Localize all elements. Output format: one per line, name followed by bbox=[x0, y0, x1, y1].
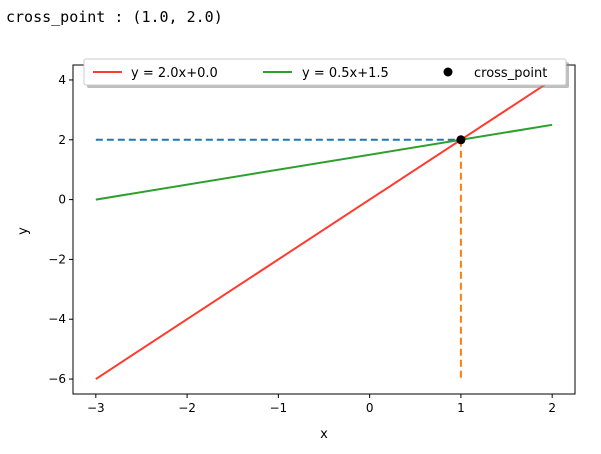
series-line-1 bbox=[95, 79, 553, 380]
y-tick-label: −2 bbox=[48, 252, 66, 266]
x-tick-label: −3 bbox=[87, 401, 105, 415]
x-tick-label: 1 bbox=[457, 401, 465, 415]
legend-label-cross-point: cross_point bbox=[474, 66, 547, 81]
legend-box bbox=[83, 58, 567, 86]
x-axis-ticks: −3 −2 −1 0 1 2 bbox=[87, 394, 556, 415]
console-output: cross_point : (1.0, 2.0) bbox=[6, 8, 223, 26]
legend: y = 2.0x+0.0 y = 0.5x+1.5 cross_point bbox=[83, 58, 569, 88]
x-axis-label: x bbox=[320, 427, 328, 442]
series-line-2 bbox=[95, 123, 553, 201]
legend-label-line-1: y = 2.0x+0.0 bbox=[131, 66, 218, 81]
cross-point-marker bbox=[456, 135, 466, 145]
guide-lines bbox=[95, 138, 462, 380]
x-tick-label: 0 bbox=[366, 401, 374, 415]
cross-point-markers bbox=[456, 135, 466, 145]
x-tick-label: −1 bbox=[270, 401, 288, 415]
y-tick-label: −4 bbox=[48, 312, 66, 326]
y-axis-label: y bbox=[16, 227, 31, 235]
y-tick-label: 2 bbox=[58, 133, 66, 147]
legend-label-line-2: y = 0.5x+1.5 bbox=[302, 66, 389, 81]
legend-swatch-cross-point bbox=[443, 67, 453, 77]
x-tick-label: 2 bbox=[548, 401, 556, 415]
y-tick-label: 4 bbox=[58, 73, 66, 87]
series-lines bbox=[95, 79, 553, 380]
y-tick-label: 0 bbox=[58, 193, 66, 207]
y-tick-label: −6 bbox=[48, 372, 66, 386]
x-tick-label: −2 bbox=[178, 401, 196, 415]
y-axis-ticks: −6 −4 −2 0 2 4 bbox=[48, 73, 73, 386]
